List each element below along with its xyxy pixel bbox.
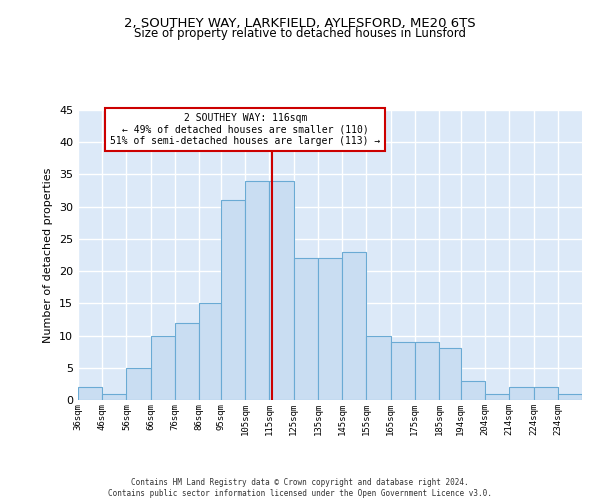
Bar [439, 348, 461, 400]
Y-axis label: Number of detached properties: Number of detached properties [43, 168, 53, 342]
Bar [318, 258, 342, 400]
Text: Size of property relative to detached houses in Lunsford: Size of property relative to detached ho… [134, 28, 466, 40]
Bar [269, 181, 293, 400]
Bar [175, 322, 199, 400]
Text: 2 SOUTHEY WAY: 116sqm
← 49% of detached houses are smaller (110)
51% of semi-det: 2 SOUTHEY WAY: 116sqm ← 49% of detached … [110, 113, 380, 146]
Bar [199, 304, 221, 400]
Bar [461, 380, 485, 400]
Bar [221, 200, 245, 400]
Bar [533, 387, 558, 400]
Bar [127, 368, 151, 400]
Bar [293, 258, 318, 400]
Bar [415, 342, 439, 400]
Bar [245, 181, 269, 400]
Bar [558, 394, 582, 400]
Bar [342, 252, 367, 400]
Bar [78, 387, 102, 400]
Bar [151, 336, 175, 400]
Bar [367, 336, 391, 400]
Bar [509, 387, 533, 400]
Text: Contains HM Land Registry data © Crown copyright and database right 2024.
Contai: Contains HM Land Registry data © Crown c… [108, 478, 492, 498]
Bar [102, 394, 127, 400]
Bar [391, 342, 415, 400]
Text: 2, SOUTHEY WAY, LARKFIELD, AYLESFORD, ME20 6TS: 2, SOUTHEY WAY, LARKFIELD, AYLESFORD, ME… [124, 18, 476, 30]
Bar [485, 394, 509, 400]
